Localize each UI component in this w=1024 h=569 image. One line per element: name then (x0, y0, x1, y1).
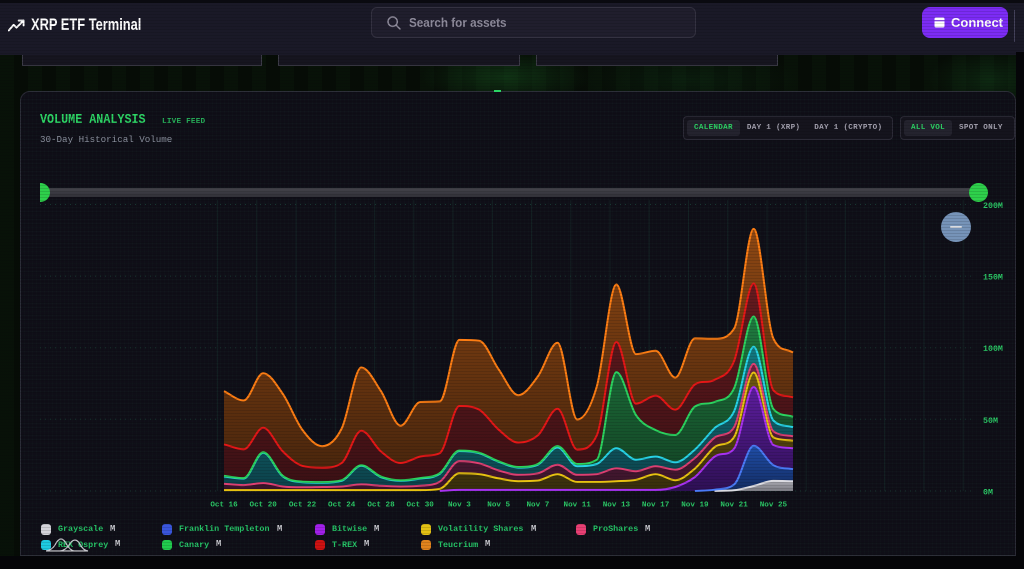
svg-text:Oct 16: Oct 16 (210, 502, 238, 510)
svg-text:Nov 17: Nov 17 (642, 502, 670, 510)
svg-text:Nov 5: Nov 5 (487, 502, 510, 510)
svg-text:Oct 22: Oct 22 (289, 502, 317, 510)
svg-text:100M: 100M (983, 345, 1003, 354)
svg-text:50M: 50M (983, 417, 998, 426)
svg-text:Nov 25: Nov 25 (760, 502, 788, 510)
svg-text:Oct 28: Oct 28 (367, 502, 395, 510)
svg-text:Oct 24: Oct 24 (328, 502, 356, 510)
svg-text:Nov 11: Nov 11 (564, 502, 592, 510)
svg-text:Nov 7: Nov 7 (527, 502, 550, 510)
svg-text:Oct 30: Oct 30 (407, 502, 435, 510)
svg-text:Nov 3: Nov 3 (448, 502, 471, 510)
svg-text:Nov 13: Nov 13 (603, 502, 631, 510)
svg-text:0M: 0M (983, 489, 993, 498)
svg-text:Nov 19: Nov 19 (681, 502, 709, 510)
svg-text:Nov 21: Nov 21 (720, 502, 748, 510)
svg-text:200M: 200M (983, 202, 1003, 211)
svg-text:150M: 150M (983, 274, 1003, 283)
svg-text:Oct 20: Oct 20 (250, 502, 278, 510)
